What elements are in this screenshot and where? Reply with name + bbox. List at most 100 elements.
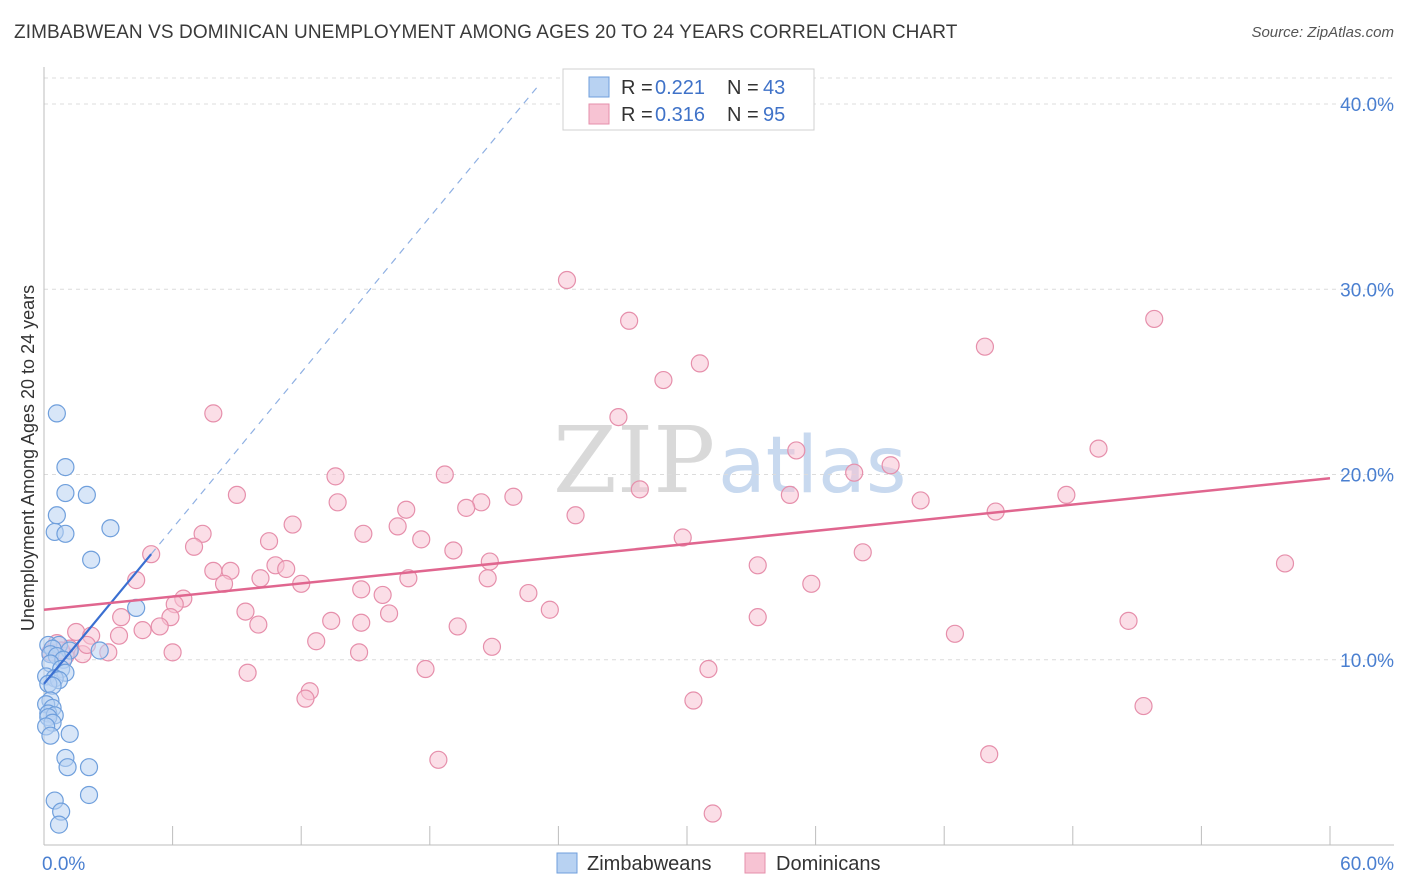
legend-swatch-zimbabweans [588,76,610,98]
dominicans-point [684,691,703,710]
watermark-atlas: atlas [718,421,907,511]
dominicans-trend-line [43,476,1331,611]
dominicans-point [609,408,628,427]
dominicans-point [1057,485,1076,504]
dominicans-point [328,493,347,512]
dominicans-point [482,637,502,656]
dominicans-point [448,617,467,636]
legend-swatch-dominicans [588,103,610,125]
dominicans-point [397,500,416,519]
dominicans-point [1119,611,1138,630]
dominicans-point [748,608,767,627]
dominicans-point [109,626,129,645]
dominicans-point [184,537,204,556]
bottom-legend-swatch-zimbabweans [556,852,578,874]
legend: R = 0.221 N = 43 R = 0.316 N = 95 [562,68,815,131]
dominicans-point [787,441,806,460]
zimbabweans-points [37,404,146,834]
zimbabweans-point [41,726,60,745]
dominicans-point [699,659,718,679]
legend-r-value-2: 0.316 [655,104,705,126]
dominicans-point [150,617,169,636]
dominicans-point [480,552,499,571]
dominicans-point [845,463,864,482]
zimbabweans-point [82,550,101,569]
dominicans-point [349,643,369,662]
gridlines [44,77,1394,661]
trend-lines [43,86,1331,685]
dominicans-point [163,643,182,662]
dominicans-point [457,498,476,517]
y-tick-label: 20.0% [1340,466,1394,487]
dominicans-point [1089,439,1108,458]
dominicans-point [780,485,799,504]
dominicans-point [193,524,212,543]
dominicans-point [435,465,454,484]
zimbabweans-point [101,519,120,538]
dominicans-point [352,613,371,632]
legend-n-label-2: N = [727,104,759,126]
dominicans-point [133,621,152,640]
legend-n-label-1: N = [727,77,759,99]
dominicans-point [945,624,965,643]
dominicans-point [249,615,268,634]
dominicans-point [204,404,223,423]
dominicans-point [690,354,709,373]
dominicans-point [620,311,639,330]
dominicans-point [112,608,131,627]
dominicans-point [1275,554,1295,573]
dominicans-point [504,487,523,506]
dominicans-point [802,574,821,593]
dominicans-point [444,541,463,560]
dominicans-point [748,556,767,575]
x-tick-label-min: 0.0% [42,854,85,875]
bottom-legend: Zimbabweans Dominicans [556,852,880,875]
dominicans-point [911,491,930,510]
dominicans-point [540,600,559,619]
dominicans-point [388,517,407,536]
dominicans-point [322,611,341,630]
zimbabweans-point [79,758,99,777]
dominicans-point [1145,309,1164,329]
legend-n-value-1: 43 [763,77,785,99]
dominicans-point [236,602,255,621]
dominicans-point [354,524,373,543]
zimbabweans-point [90,641,109,660]
legend-r-label-1: R = [621,77,653,99]
dominicans-points [41,270,1295,823]
source-credit: Source: ZipAtlas.com [1251,24,1394,41]
bottom-legend-swatch-dominicans [744,852,766,874]
legend-r-label-2: R = [621,104,653,126]
dominicans-point [307,632,326,651]
legend-r-value-1: 0.221 [655,77,705,99]
zimbabweans-trend-line [43,553,153,685]
dominicans-point [630,480,649,499]
zimbabweans-point [58,758,77,777]
legend-n-value-2: 95 [763,104,785,126]
x-tick-label-max: 60.0% [1340,854,1394,875]
dominicans-point [277,559,296,579]
dominicans-point [566,506,585,525]
zimbabweans-point [49,815,69,834]
dominicans-point [259,532,279,551]
dominicans-point [251,569,270,588]
zimbabweans-point [77,485,96,504]
dominicans-point [379,604,399,623]
dominicans-point [478,569,497,588]
zimbabweans-point [56,458,75,477]
dominicans-point [975,337,995,356]
dominicans-point [352,580,371,599]
zimbabweans-point [47,404,66,423]
dominicans-point [326,467,345,486]
dominicans-point [980,745,999,764]
zimbabweans-point [79,785,99,805]
dominicans-point [429,750,448,769]
dominicans-point [853,543,872,562]
dominicans-point [373,585,392,605]
y-tick-labels: 10.0% 20.0% 30.0% 40.0% [1340,95,1394,672]
chart-title: ZIMBABWEAN VS DOMINICAN UNEMPLOYMENT AMO… [14,22,958,43]
bottom-legend-zimbabweans: Zimbabweans [587,853,712,875]
dominicans-point [654,370,673,390]
dominicans-point [412,530,431,549]
